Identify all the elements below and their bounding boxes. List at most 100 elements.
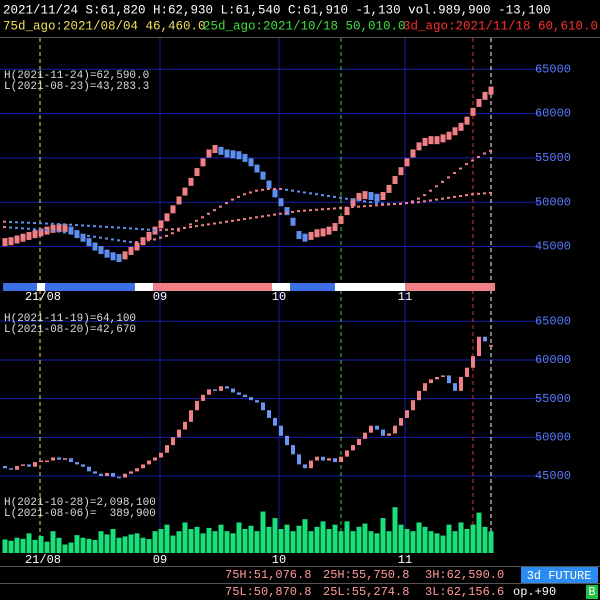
- average-dot: [267, 187, 270, 190]
- average-dot: [357, 205, 360, 208]
- average-dot: [129, 227, 132, 230]
- y-tick-label: 45000: [535, 240, 571, 254]
- average-dot: [201, 224, 204, 227]
- volume-bar: [296, 525, 302, 553]
- trail-square: [170, 205, 176, 214]
- candle-body: [237, 392, 241, 395]
- average-dot: [297, 210, 300, 213]
- average-dot: [477, 156, 480, 159]
- trail-square: [86, 238, 92, 247]
- volume-bar: [146, 539, 152, 553]
- op-label: op.+90: [513, 585, 556, 599]
- candle-body: [375, 425, 379, 430]
- average-dot: [411, 200, 414, 203]
- band-segment: [153, 283, 272, 291]
- average-dot: [417, 201, 420, 204]
- candle-body: [111, 472, 115, 477]
- average-dot: [123, 240, 126, 243]
- volume-bar: [116, 537, 122, 553]
- candle-body: [69, 458, 73, 463]
- volume-bar: [206, 527, 212, 553]
- y-tick-label: 55000: [535, 151, 571, 165]
- average-dot: [99, 225, 102, 228]
- flag-box: [586, 585, 598, 599]
- mode-label: 3d FUTURE: [527, 569, 592, 583]
- candle-body: [207, 389, 211, 395]
- candle-body: [435, 376, 439, 380]
- average-dot: [255, 216, 258, 219]
- trail-square: [116, 254, 122, 263]
- candle-body: [177, 429, 181, 438]
- volume-bar: [398, 524, 404, 553]
- candle-body: [183, 421, 187, 430]
- trail-square: [68, 226, 74, 235]
- average-dot: [3, 220, 6, 223]
- band-segment: [45, 283, 135, 291]
- candle-body: [105, 472, 109, 477]
- average-dot: [213, 222, 216, 225]
- candle-body: [165, 445, 169, 453]
- average-dot: [327, 195, 330, 198]
- candle-body: [447, 375, 451, 384]
- candle-body: [15, 465, 19, 470]
- average-dot: [219, 221, 222, 224]
- average-dot: [423, 194, 426, 197]
- volume-bar: [188, 529, 194, 553]
- average-dot: [183, 226, 186, 229]
- average-dot: [237, 218, 240, 221]
- average-dot: [327, 207, 330, 210]
- candle-body: [483, 336, 487, 342]
- candle-body: [357, 438, 361, 446]
- candle-body: [243, 394, 247, 398]
- trail-square: [56, 223, 62, 232]
- candle-body: [363, 432, 367, 439]
- average-dot: [471, 159, 474, 162]
- volume-bar: [440, 535, 446, 553]
- average-dot: [195, 219, 198, 222]
- average-dot: [321, 208, 324, 211]
- trail-square: [104, 249, 110, 258]
- volume-bar: [104, 534, 110, 553]
- average-dot: [345, 197, 348, 200]
- candle-body: [63, 458, 67, 460]
- candle-body: [315, 456, 319, 461]
- trail-square: [380, 192, 386, 201]
- trail-square: [458, 122, 464, 131]
- candle-body: [267, 410, 271, 418]
- candle-body: [99, 473, 103, 477]
- volume-bar: [392, 507, 398, 553]
- trail-square: [488, 86, 494, 95]
- trail-square: [362, 191, 368, 200]
- y-tick-label: 45000: [535, 469, 571, 483]
- volume-bar: [482, 526, 488, 553]
- volume-bar: [260, 511, 266, 553]
- volume-bar: [464, 529, 470, 553]
- volume-bar: [74, 535, 80, 553]
- average-dot: [303, 191, 306, 194]
- trail-square: [374, 193, 380, 202]
- volume-bar: [452, 531, 458, 553]
- trail-square: [8, 237, 14, 246]
- volume-bar: [362, 523, 368, 553]
- band-segment: [290, 283, 335, 291]
- volume-bar: [176, 531, 182, 553]
- trail-square: [350, 198, 356, 207]
- candle-body: [249, 397, 253, 401]
- volume-bar: [224, 531, 230, 553]
- high-note: H(2021-11-24)=62,590.0: [4, 70, 149, 82]
- trail-square: [200, 158, 206, 167]
- average-dot: [399, 202, 402, 205]
- vertical-lines: [39, 38, 492, 553]
- volume-bar: [434, 533, 440, 553]
- trail-square: [206, 149, 212, 158]
- candle-body: [333, 458, 337, 463]
- x-tick-label: 09: [153, 553, 167, 567]
- average-dot: [93, 225, 96, 228]
- high-note: H(2021-11-19)=64,100: [4, 313, 136, 325]
- candle-body: [321, 456, 325, 461]
- trail-square: [62, 223, 68, 232]
- candle-body: [117, 476, 121, 479]
- average-dot: [285, 211, 288, 214]
- trail-square: [278, 198, 284, 207]
- candle-body: [231, 388, 235, 393]
